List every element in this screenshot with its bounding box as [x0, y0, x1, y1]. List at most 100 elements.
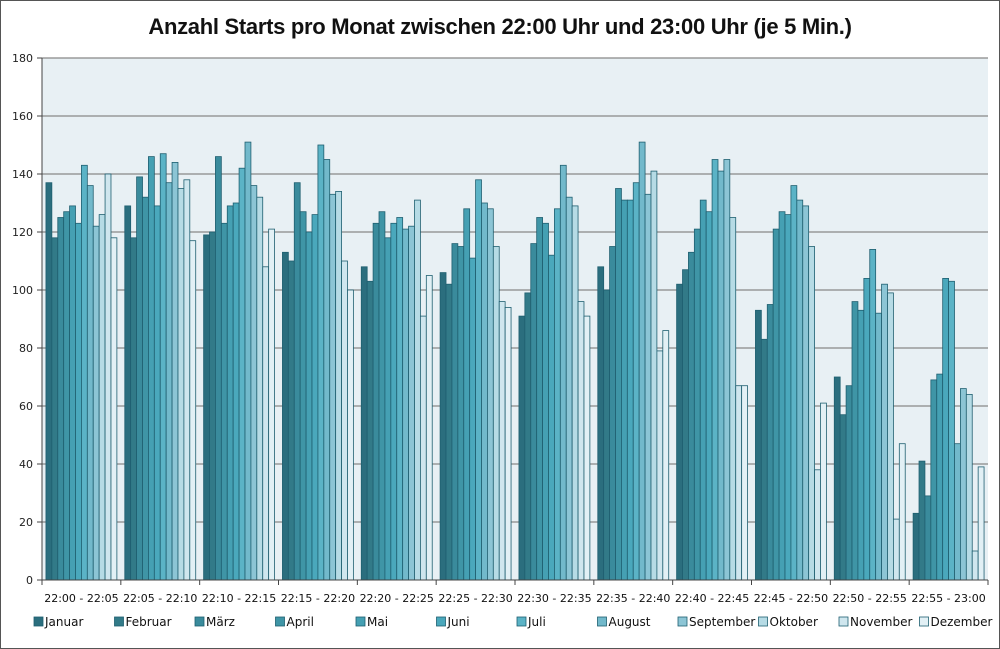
bar-februar-9	[760, 338, 768, 581]
bar-januar-8	[676, 283, 683, 581]
y-tick-label: 80	[19, 342, 33, 355]
bar-juni-7	[626, 199, 634, 581]
bar-juni-8	[705, 211, 713, 581]
bar-mai-9	[778, 211, 786, 581]
x-tick-label: 22:35 - 22:40	[596, 592, 670, 605]
bar-dezember-9	[820, 402, 827, 581]
bar-märz-6	[530, 243, 538, 581]
bar-märz-3	[293, 182, 301, 581]
bar-mai-3	[305, 231, 313, 581]
bar-dezember-2	[268, 228, 275, 581]
bar-oktober-11	[965, 393, 973, 581]
legend-swatch-august	[597, 616, 607, 627]
bar-oktober-3	[335, 190, 342, 581]
bar-august-0	[86, 185, 94, 581]
legend-label-september: September	[689, 615, 755, 629]
legend-swatch-juli	[516, 616, 527, 627]
bar-oktober-1	[177, 188, 185, 581]
bar-august-6	[559, 164, 567, 581]
bar-november-9	[814, 469, 821, 581]
bar-januar-6	[518, 315, 526, 581]
bar-juni-5	[469, 257, 476, 581]
bar-juni-6	[548, 254, 555, 581]
x-tick-label: 22:20 - 22:25	[360, 592, 434, 605]
bar-mai-4	[384, 237, 392, 581]
bar-oktober-6	[571, 205, 579, 581]
bar-märz-5	[451, 243, 459, 581]
bar-oktober-4	[414, 199, 421, 581]
x-tick-label: 22:40 - 22:45	[675, 592, 749, 605]
x-tick-label: 22:30 - 22:35	[517, 592, 591, 605]
bar-märz-11	[924, 495, 932, 581]
bar-dezember-6	[583, 315, 591, 581]
bar-august-11	[954, 443, 961, 581]
y-tick-label: 60	[19, 400, 33, 413]
bar-november-4	[419, 315, 427, 581]
bar-juli-1	[159, 153, 167, 581]
bar-juli-9	[790, 185, 798, 581]
bar-juni-9	[784, 214, 792, 581]
bar-november-3	[341, 260, 348, 581]
bar-januar-5	[439, 272, 447, 581]
bar-juli-4	[396, 217, 404, 581]
chart-title: Anzahl Starts pro Monat zwischen 22:00 U…	[148, 14, 852, 39]
bar-mai-1	[148, 156, 155, 581]
bar-dezember-10	[898, 443, 906, 581]
bar-juli-5	[475, 179, 482, 581]
legend-label-januar: Januar	[44, 615, 83, 629]
bar-august-1	[165, 182, 173, 581]
bar-oktober-10	[887, 292, 894, 581]
bar-september-10	[881, 283, 888, 581]
bar-februar-8	[682, 269, 689, 581]
bar-dezember-1	[189, 240, 197, 581]
bar-september-4	[408, 225, 415, 581]
bar-april-6	[536, 217, 543, 581]
bar-februar-3	[287, 260, 295, 581]
legend-label-juli: Juli	[527, 615, 546, 629]
legend-label-februar: Februar	[126, 615, 172, 629]
bar-august-8	[717, 170, 725, 581]
bar-dezember-3	[347, 289, 354, 581]
bar-januar-2	[203, 234, 210, 581]
y-tick-label: 100	[12, 284, 33, 297]
bar-februar-11	[918, 460, 926, 581]
bar-juli-2	[238, 167, 246, 581]
bar-märz-0	[57, 217, 65, 581]
bar-august-5	[481, 202, 488, 581]
bar-april-2	[220, 222, 228, 581]
bar-april-1	[142, 196, 149, 581]
bar-august-3	[323, 159, 331, 581]
bar-märz-7	[609, 246, 616, 581]
y-tick-label: 120	[12, 226, 33, 239]
bar-juli-11	[948, 280, 955, 581]
x-tick-label: 22:55 - 23:00	[911, 592, 985, 605]
bar-april-0	[63, 211, 70, 581]
bar-september-7	[644, 193, 652, 581]
x-tick-label: 22:25 - 22:30	[438, 592, 512, 605]
bar-november-10	[893, 518, 900, 581]
bar-april-7	[615, 188, 622, 581]
bar-mai-2	[226, 205, 234, 581]
x-tick-label: 22:05 - 22:10	[123, 592, 197, 605]
bar-september-6	[565, 196, 573, 581]
bar-juli-0	[81, 164, 88, 581]
bar-april-8	[693, 228, 701, 581]
bar-oktober-0	[98, 214, 106, 581]
bar-januar-9	[755, 309, 762, 581]
bar-mai-8	[699, 199, 707, 581]
bar-januar-1	[124, 205, 132, 581]
bar-januar-7	[597, 266, 605, 581]
x-tick-label: 22:10 - 22:15	[202, 592, 276, 605]
bar-mai-6	[542, 222, 549, 581]
bar-november-6	[577, 301, 585, 581]
bar-mai-10	[857, 309, 865, 581]
plot-area	[42, 58, 988, 580]
bar-februar-5	[445, 283, 453, 581]
y-tick-label: 0	[26, 574, 33, 587]
bar-april-4	[378, 211, 386, 581]
bar-oktober-8	[729, 217, 737, 581]
bar-mai-0	[69, 205, 76, 581]
bar-mai-11	[936, 373, 944, 581]
legend-swatch-april	[275, 616, 285, 627]
